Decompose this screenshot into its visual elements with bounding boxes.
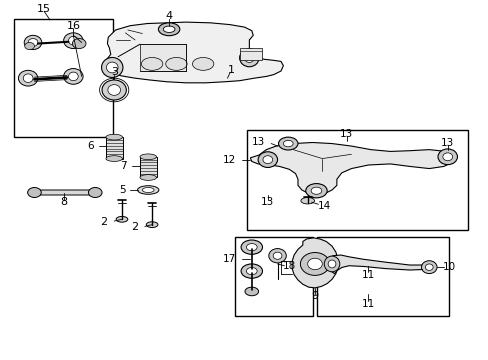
Ellipse shape: [158, 23, 180, 36]
Ellipse shape: [68, 72, 78, 81]
Ellipse shape: [88, 188, 102, 198]
Ellipse shape: [307, 258, 322, 270]
Ellipse shape: [244, 287, 258, 296]
Ellipse shape: [163, 26, 175, 32]
Text: 13: 13: [339, 129, 352, 139]
Bar: [140, 44, 186, 71]
Text: 16: 16: [66, 21, 80, 31]
Text: 4: 4: [165, 11, 172, 21]
Ellipse shape: [327, 260, 335, 268]
Ellipse shape: [63, 33, 83, 49]
Ellipse shape: [273, 252, 282, 259]
Ellipse shape: [25, 42, 34, 50]
Text: 7: 7: [120, 161, 126, 171]
Text: 14: 14: [318, 201, 331, 211]
Ellipse shape: [19, 70, 38, 86]
Ellipse shape: [72, 39, 86, 49]
Ellipse shape: [165, 58, 187, 70]
Text: 12: 12: [222, 156, 235, 165]
Bar: [317, 237, 448, 316]
Ellipse shape: [28, 188, 41, 198]
Text: 15: 15: [37, 4, 51, 14]
Ellipse shape: [106, 62, 118, 73]
Ellipse shape: [278, 137, 297, 150]
Text: 11: 11: [361, 270, 374, 280]
Bar: [246, 130, 467, 230]
Ellipse shape: [137, 186, 159, 194]
Ellipse shape: [246, 244, 257, 251]
Ellipse shape: [239, 49, 259, 67]
Ellipse shape: [28, 39, 38, 46]
Polygon shape: [106, 22, 283, 83]
Text: 2: 2: [100, 217, 107, 227]
Ellipse shape: [442, 153, 452, 161]
Text: 9: 9: [311, 291, 318, 301]
Polygon shape: [291, 238, 337, 288]
Bar: [106, 137, 122, 158]
Bar: [234, 237, 312, 316]
Text: 11: 11: [361, 299, 374, 309]
Ellipse shape: [300, 198, 314, 204]
Ellipse shape: [244, 53, 254, 63]
Ellipse shape: [241, 240, 262, 254]
Text: 13: 13: [252, 137, 265, 147]
Ellipse shape: [141, 58, 163, 70]
Ellipse shape: [146, 222, 158, 228]
Ellipse shape: [24, 35, 41, 50]
Ellipse shape: [268, 249, 286, 263]
Ellipse shape: [310, 187, 321, 194]
Ellipse shape: [300, 252, 329, 275]
Bar: [239, 48, 261, 60]
Ellipse shape: [142, 188, 154, 193]
Text: 5: 5: [119, 185, 125, 195]
Ellipse shape: [63, 68, 83, 84]
Text: 18: 18: [282, 261, 295, 271]
Ellipse shape: [305, 184, 326, 198]
Ellipse shape: [192, 58, 213, 70]
Ellipse shape: [241, 264, 262, 278]
Polygon shape: [250, 143, 453, 195]
Polygon shape: [30, 190, 99, 195]
Ellipse shape: [324, 256, 339, 272]
Ellipse shape: [140, 154, 156, 159]
Ellipse shape: [23, 74, 33, 82]
Ellipse shape: [246, 267, 257, 275]
Bar: [14, 19, 113, 137]
Ellipse shape: [102, 80, 126, 100]
Ellipse shape: [68, 36, 78, 45]
Ellipse shape: [106, 156, 122, 161]
Text: 10: 10: [442, 262, 455, 272]
Ellipse shape: [421, 261, 436, 274]
Ellipse shape: [437, 149, 457, 165]
Text: 13: 13: [261, 197, 274, 207]
Text: 3: 3: [110, 67, 118, 77]
Ellipse shape: [140, 175, 156, 180]
Ellipse shape: [263, 156, 272, 163]
Ellipse shape: [425, 264, 432, 270]
Text: 1: 1: [227, 65, 234, 75]
Text: 8: 8: [60, 197, 67, 207]
Text: 13: 13: [440, 138, 453, 148]
Ellipse shape: [116, 216, 127, 222]
Ellipse shape: [106, 134, 122, 140]
Ellipse shape: [258, 152, 277, 167]
Polygon shape: [326, 255, 428, 274]
Ellipse shape: [108, 85, 120, 95]
Ellipse shape: [283, 140, 292, 147]
Text: 17: 17: [222, 253, 235, 264]
Text: 2: 2: [131, 222, 138, 232]
Ellipse shape: [102, 58, 122, 77]
Text: 6: 6: [87, 141, 94, 151]
Bar: [140, 157, 157, 177]
